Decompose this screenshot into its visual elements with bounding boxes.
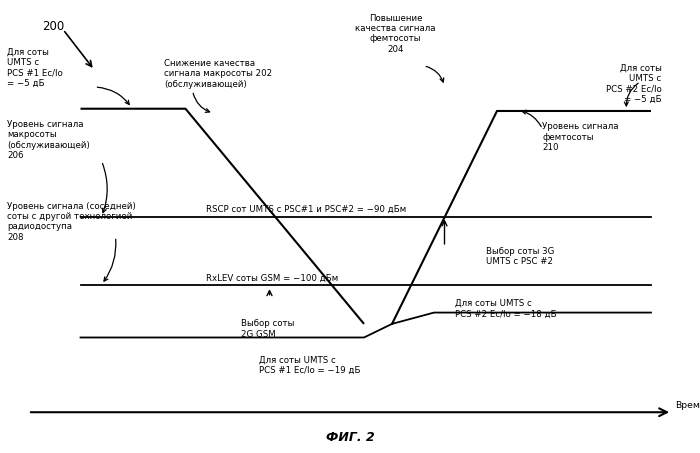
Text: Уровень сигнала
макросоты
(обслуживающей)
206: Уровень сигнала макросоты (обслуживающей… [7,120,90,160]
Text: 200: 200 [42,20,64,34]
Text: Для соты UMTS с
PCS #1 Ec/Io = −19 дБ: Для соты UMTS с PCS #1 Ec/Io = −19 дБ [259,356,360,375]
Text: Снижение качества
сигнала макросоты 202
(обслуживающей): Снижение качества сигнала макросоты 202 … [164,59,272,89]
Text: RSCP сот UMTS с PSC#1 и PSC#2 = −90 дБм: RSCP сот UMTS с PSC#1 и PSC#2 = −90 дБм [206,205,407,214]
Text: Уровень сигнала
фемтосоты
210: Уровень сигнала фемтосоты 210 [542,122,619,152]
Text: Для соты
UMTS с
PCS #1 Ec/Io
= −5 дБ: Для соты UMTS с PCS #1 Ec/Io = −5 дБ [7,48,63,88]
Text: Для соты
UMTS с
PCS #2 Ec/Io
= −5 дБ: Для соты UMTS с PCS #2 Ec/Io = −5 дБ [606,63,662,104]
Text: Для соты UMTS с
PCS #2 Ec/Io = −18 дБ: Для соты UMTS с PCS #2 Ec/Io = −18 дБ [455,299,556,318]
Text: Уровень сигнала (соседней)
соты с другой технологией
радиодоступа
208: Уровень сигнала (соседней) соты с другой… [7,202,136,242]
Text: ФИГ. 2: ФИГ. 2 [326,431,374,444]
Text: Выбор соты 3G
UMTS с PSC #2: Выбор соты 3G UMTS с PSC #2 [486,247,555,266]
Text: RxLEV соты GSM = −100 дБм: RxLEV соты GSM = −100 дБм [206,274,339,283]
Text: Выбор соты
2G GSM: Выбор соты 2G GSM [241,319,295,339]
Text: Повышение
качества сигнала
фемтосоты
204: Повышение качества сигнала фемтосоты 204 [355,14,435,54]
Text: Время: Время [676,401,700,410]
